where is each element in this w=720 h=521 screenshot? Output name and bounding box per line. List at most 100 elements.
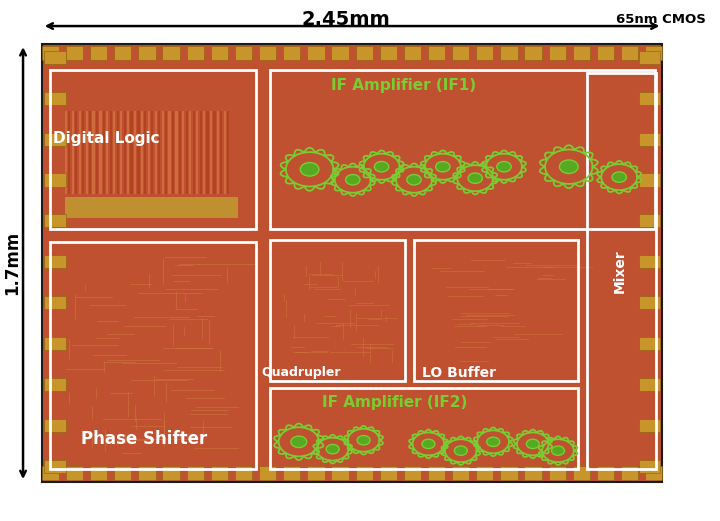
Bar	[572, 466, 590, 480]
Bar	[549, 46, 566, 60]
Bar	[44, 378, 66, 391]
Circle shape	[612, 172, 626, 182]
Bar	[452, 466, 469, 480]
Bar	[228, 111, 230, 194]
Bar	[189, 111, 192, 194]
Bar	[96, 111, 98, 194]
Bar	[379, 46, 397, 60]
Bar	[89, 111, 91, 194]
Bar	[203, 111, 205, 194]
Bar	[163, 466, 180, 480]
Circle shape	[291, 436, 307, 448]
Text: Phase Shifter: Phase Shifter	[81, 430, 207, 448]
Circle shape	[407, 175, 421, 185]
Bar	[148, 111, 150, 194]
Bar	[645, 466, 662, 480]
Bar	[65, 197, 238, 218]
Circle shape	[357, 436, 370, 445]
Bar	[114, 466, 132, 480]
Bar	[186, 111, 188, 194]
Bar	[124, 111, 126, 194]
Bar	[75, 111, 77, 194]
Circle shape	[559, 160, 578, 173]
Bar	[113, 111, 115, 194]
Bar	[92, 111, 94, 194]
Circle shape	[374, 162, 389, 172]
Bar	[524, 466, 541, 480]
Circle shape	[346, 175, 360, 185]
Bar	[168, 111, 171, 194]
Bar	[68, 111, 71, 194]
Bar	[307, 46, 325, 60]
Bar	[196, 111, 198, 194]
Bar	[44, 132, 66, 146]
Bar	[259, 46, 276, 60]
Bar	[639, 419, 660, 432]
Bar	[639, 378, 660, 391]
Bar	[114, 46, 132, 60]
Text: Mixer: Mixer	[613, 249, 627, 293]
Bar	[176, 111, 178, 194]
Bar	[182, 111, 184, 194]
Bar	[186, 466, 204, 480]
Bar	[224, 111, 226, 194]
Bar	[639, 92, 660, 105]
Bar	[572, 46, 590, 60]
Bar	[500, 46, 518, 60]
Bar	[587, 73, 656, 469]
Bar	[639, 173, 660, 187]
Bar	[130, 111, 132, 194]
Bar	[476, 466, 493, 480]
Bar	[452, 46, 469, 60]
Bar	[44, 215, 66, 227]
Text: IF Amplifier (IF1): IF Amplifier (IF1)	[330, 79, 476, 93]
Bar	[270, 240, 405, 381]
Text: 2.45mm: 2.45mm	[301, 10, 390, 29]
Bar	[199, 111, 202, 194]
Bar	[476, 46, 493, 60]
Bar	[259, 466, 276, 480]
Bar	[42, 44, 662, 482]
Bar	[144, 111, 146, 194]
Bar	[597, 466, 614, 480]
Circle shape	[487, 437, 500, 446]
Bar	[217, 111, 219, 194]
Bar	[639, 460, 660, 473]
Bar	[639, 337, 660, 350]
Bar	[86, 111, 88, 194]
Circle shape	[526, 439, 539, 449]
Bar	[165, 111, 167, 194]
Bar	[220, 111, 222, 194]
Bar	[207, 111, 209, 194]
Bar	[645, 46, 662, 60]
Bar	[42, 466, 59, 480]
Bar	[50, 242, 256, 469]
Bar	[414, 240, 578, 381]
Bar	[163, 46, 180, 60]
Text: LO Buffer: LO Buffer	[423, 366, 496, 379]
Bar	[107, 111, 109, 194]
Bar	[211, 46, 228, 60]
Bar	[44, 255, 66, 268]
Bar	[235, 46, 252, 60]
Circle shape	[552, 446, 564, 455]
Bar	[621, 46, 638, 60]
Bar	[331, 466, 348, 480]
Bar	[78, 111, 81, 194]
Circle shape	[497, 162, 511, 172]
Bar	[72, 111, 74, 194]
Bar	[379, 466, 397, 480]
Bar	[120, 111, 122, 194]
Bar	[127, 111, 129, 194]
Bar	[270, 70, 655, 229]
Circle shape	[300, 163, 319, 176]
Bar	[65, 111, 67, 194]
Bar	[639, 255, 660, 268]
Bar	[44, 460, 66, 473]
Text: IF Amplifier (IF2): IF Amplifier (IF2)	[322, 395, 467, 410]
Bar	[307, 466, 325, 480]
Bar	[44, 92, 66, 105]
Bar	[134, 111, 136, 194]
Bar	[50, 70, 256, 229]
Bar	[141, 111, 143, 194]
